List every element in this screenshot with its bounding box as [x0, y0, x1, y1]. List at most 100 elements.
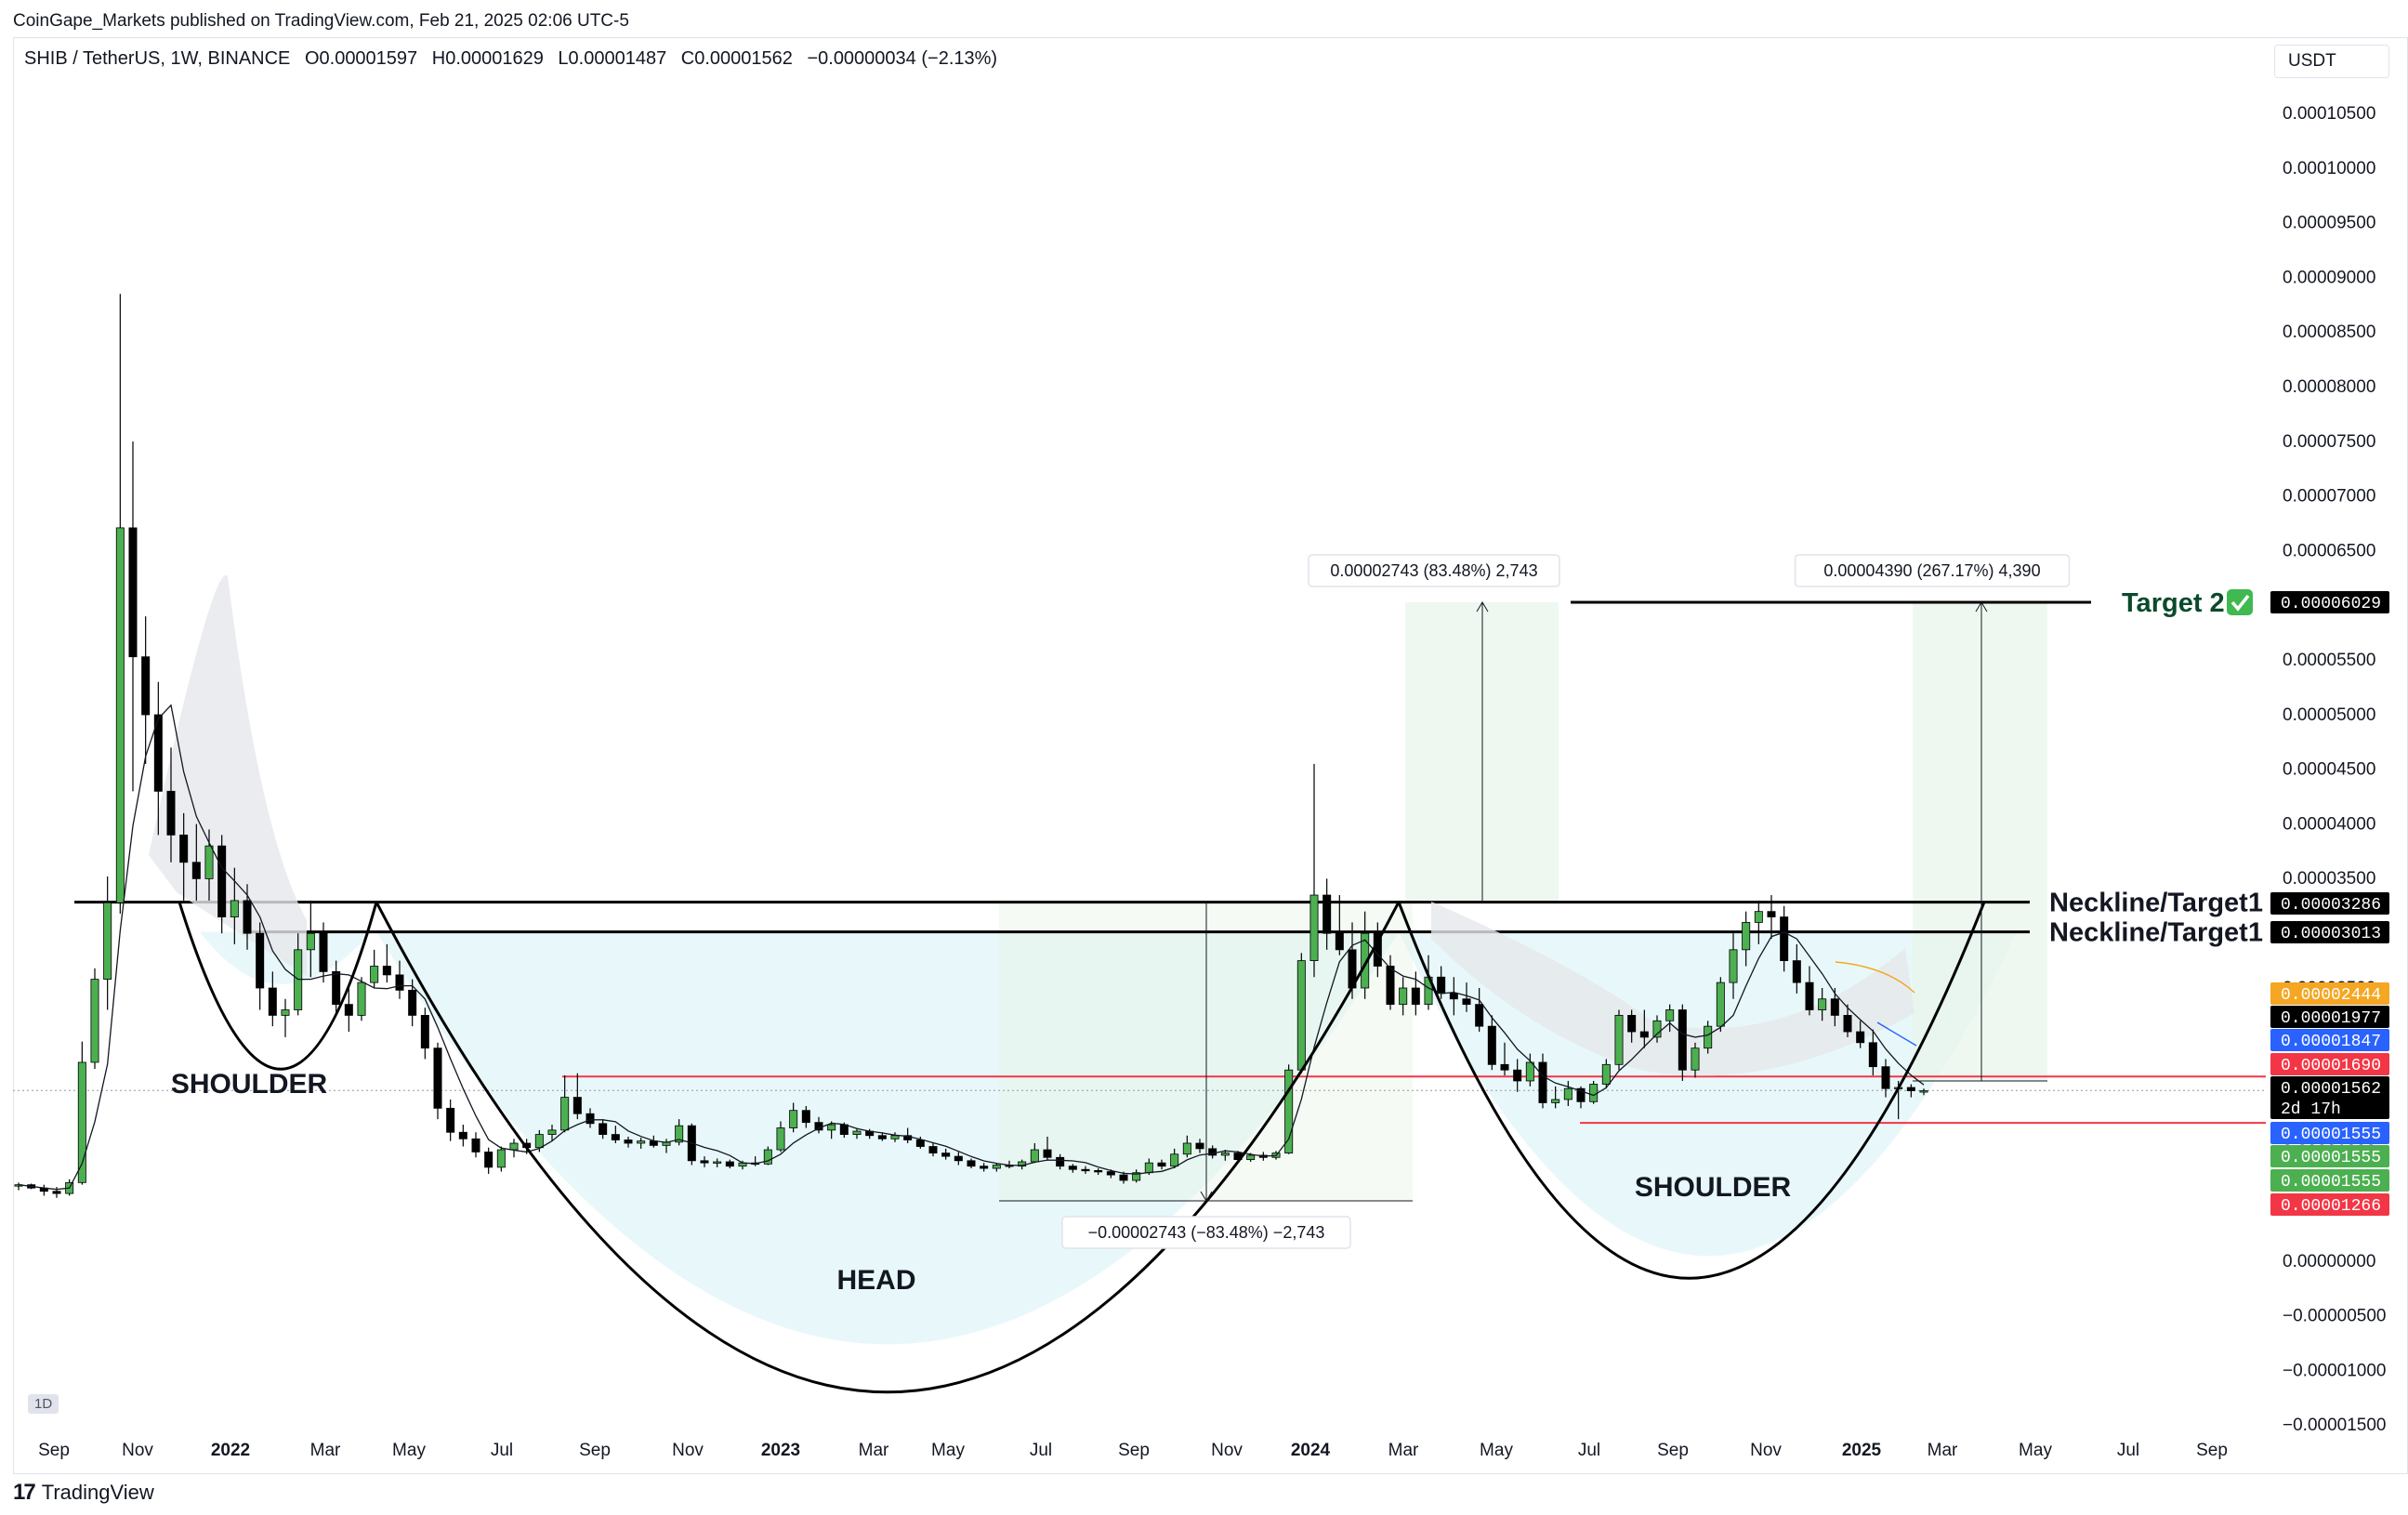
candle-body — [1639, 1031, 1649, 1038]
candle-body — [980, 1166, 989, 1169]
candle-body — [637, 1140, 646, 1144]
x-tick-label: May — [2019, 1441, 2052, 1460]
price-tag-label: 0.00002444 — [2281, 986, 2381, 1005]
measure-label-up-2: 0.00004390 (267.17%) 4,390 — [1823, 561, 2040, 580]
candle-body — [713, 1161, 722, 1164]
measure-arrow-up-2-head — [1975, 601, 1988, 613]
x-tick-label: Sep — [1118, 1441, 1150, 1460]
candle-body — [1094, 1169, 1103, 1173]
candle-body — [1220, 1153, 1230, 1156]
price-tag — [2270, 1122, 2389, 1144]
candle-body — [332, 970, 341, 1006]
x-tick-label: 2025 — [1842, 1441, 1882, 1460]
y-tick-label: 0.00003500 — [2283, 869, 2375, 889]
high-value: H0.00001629 — [431, 48, 544, 69]
candle-body — [915, 1140, 925, 1147]
candle-body — [471, 1138, 480, 1153]
candle-body — [700, 1160, 709, 1164]
candle-body — [1538, 1061, 1547, 1103]
y-tick-label: 0.00005500 — [2283, 651, 2375, 670]
candle-body — [1868, 1042, 1877, 1068]
candle-body — [243, 900, 252, 934]
neckline-2-label: Neckline/Target1 — [2049, 918, 2263, 948]
x-tick-label: Nov — [672, 1441, 704, 1460]
candle-body — [1386, 966, 1395, 1006]
candle-body — [675, 1125, 684, 1143]
candle-body — [52, 1191, 61, 1194]
candle-body — [801, 1110, 810, 1124]
candle-body — [1043, 1149, 1052, 1158]
y-tick-label: 0.00008500 — [2283, 323, 2375, 342]
candle-body — [319, 932, 328, 972]
candle-body — [1056, 1156, 1065, 1167]
price-tag-label: 0.00001562 — [2281, 1080, 2381, 1099]
candle-body — [166, 790, 176, 836]
candle-body — [1208, 1148, 1217, 1156]
candle-body — [77, 1061, 86, 1183]
y-tick-label: 0.00004000 — [2283, 814, 2375, 834]
candle-body — [1500, 1063, 1509, 1071]
candle-body — [1246, 1154, 1256, 1161]
y-tick-label: 0.00008000 — [2283, 377, 2375, 397]
candle-body — [992, 1165, 1001, 1169]
candle-body — [827, 1124, 836, 1131]
y-tick-label: 0.00007000 — [2283, 487, 2375, 507]
candle-body — [1563, 1087, 1572, 1100]
candle-body — [1818, 998, 1827, 1010]
candle-body — [1906, 1087, 1915, 1091]
measure-label-up-1: 0.00002743 (83.48%) 2,743 — [1330, 561, 1537, 580]
candle-body — [420, 1015, 429, 1049]
y-tick-label: −0.00000500 — [2283, 1307, 2386, 1326]
check-mark-stroke — [2230, 594, 2250, 612]
candle-body — [1437, 976, 1446, 995]
footer-brand[interactable]: 17 TradingView — [13, 1480, 154, 1506]
candle-body — [1296, 960, 1306, 1071]
x-tick-label: Mar — [310, 1441, 341, 1460]
price-tag — [2270, 892, 2389, 915]
tradingview-logo-icon: 17 — [13, 1480, 36, 1505]
candle-body — [509, 1142, 519, 1151]
candle-body — [839, 1124, 849, 1135]
timeframe-badge[interactable]: 1D — [28, 1394, 59, 1414]
candle-body — [967, 1160, 976, 1167]
candle-body — [1309, 894, 1319, 961]
y-tick-label: 0.00005000 — [2283, 705, 2375, 725]
x-tick-label: Sep — [1657, 1441, 1689, 1460]
candle-body — [1449, 993, 1458, 1000]
neckline-1-label: Neckline/Target1 — [2049, 889, 2263, 918]
right-shoulder-arc — [1397, 902, 1986, 1280]
change-value: −0.00000034 (−2.13%) — [807, 48, 998, 69]
price-tag — [2270, 1169, 2389, 1192]
x-tick-label: Sep — [38, 1441, 70, 1460]
blue-ma-line — [1876, 1021, 1917, 1047]
candle-body — [1805, 981, 1814, 1010]
candle-body — [153, 714, 163, 792]
head-label: HEAD — [836, 1265, 915, 1296]
x-tick-label: Jul — [1030, 1441, 1052, 1460]
close-value: C0.00001562 — [680, 48, 793, 69]
candle-body — [230, 900, 239, 917]
candle-body — [1462, 998, 1471, 1006]
candle-body — [586, 1113, 595, 1125]
candle-body — [256, 932, 265, 989]
symbol-name[interactable]: SHIB / TetherUS, 1W, BINANCE — [24, 48, 291, 69]
x-tick-label: Mar — [859, 1441, 889, 1460]
candle-body — [534, 1134, 544, 1149]
candle-body — [306, 932, 315, 951]
y-tick-label: −0.00001500 — [2283, 1416, 2386, 1435]
candle-body — [1195, 1142, 1204, 1150]
candle-body — [1614, 1015, 1624, 1065]
left-shoulder-arc — [178, 902, 378, 1071]
moving-average-line — [18, 704, 1925, 1191]
candle-body — [1182, 1142, 1191, 1155]
candle-body — [1843, 1015, 1852, 1033]
low-value: L0.00001487 — [558, 48, 667, 69]
candle-body — [941, 1153, 951, 1157]
currency-selector[interactable]: USDT — [2274, 45, 2389, 78]
candle-body — [1919, 1090, 1928, 1093]
candle-body — [1830, 998, 1839, 1016]
price-tag — [2270, 1193, 2389, 1216]
countdown-label: 2d 17h — [2281, 1100, 2341, 1119]
check-mark-bg — [2227, 588, 2253, 615]
